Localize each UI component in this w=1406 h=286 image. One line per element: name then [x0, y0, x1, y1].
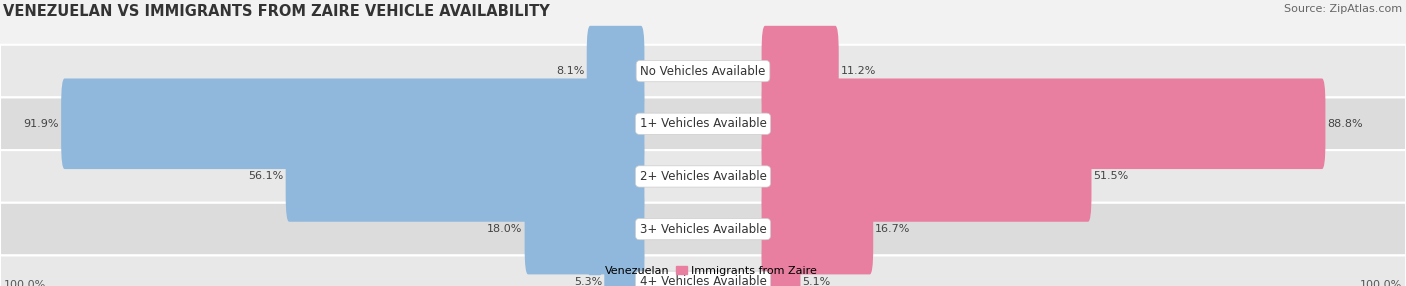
Text: 16.7%: 16.7%: [876, 224, 911, 234]
FancyBboxPatch shape: [60, 78, 644, 169]
Text: No Vehicles Available: No Vehicles Available: [640, 65, 766, 78]
Text: 8.1%: 8.1%: [557, 66, 585, 76]
Text: 88.8%: 88.8%: [1327, 119, 1362, 129]
Text: 100.0%: 100.0%: [1360, 280, 1403, 286]
FancyBboxPatch shape: [285, 131, 644, 222]
FancyBboxPatch shape: [0, 203, 1406, 255]
Text: 3+ Vehicles Available: 3+ Vehicles Available: [640, 223, 766, 236]
FancyBboxPatch shape: [0, 150, 1406, 203]
Text: 18.0%: 18.0%: [488, 224, 523, 234]
FancyBboxPatch shape: [762, 131, 1091, 222]
Text: Source: ZipAtlas.com: Source: ZipAtlas.com: [1285, 4, 1403, 14]
Text: 91.9%: 91.9%: [24, 119, 59, 129]
FancyBboxPatch shape: [762, 237, 800, 286]
Text: 2+ Vehicles Available: 2+ Vehicles Available: [640, 170, 766, 183]
Text: 100.0%: 100.0%: [3, 280, 46, 286]
Legend: Venezuelan, Immigrants from Zaire: Venezuelan, Immigrants from Zaire: [585, 261, 821, 281]
Text: 4+ Vehicles Available: 4+ Vehicles Available: [640, 275, 766, 286]
Text: 51.5%: 51.5%: [1094, 171, 1129, 181]
FancyBboxPatch shape: [586, 26, 644, 116]
Text: 1+ Vehicles Available: 1+ Vehicles Available: [640, 117, 766, 130]
FancyBboxPatch shape: [762, 26, 839, 116]
Text: 5.3%: 5.3%: [574, 277, 602, 286]
FancyBboxPatch shape: [762, 78, 1326, 169]
Text: 5.1%: 5.1%: [803, 277, 831, 286]
Text: 11.2%: 11.2%: [841, 66, 876, 76]
FancyBboxPatch shape: [0, 98, 1406, 150]
FancyBboxPatch shape: [0, 255, 1406, 286]
FancyBboxPatch shape: [0, 45, 1406, 98]
FancyBboxPatch shape: [524, 184, 644, 274]
Text: VENEZUELAN VS IMMIGRANTS FROM ZAIRE VEHICLE AVAILABILITY: VENEZUELAN VS IMMIGRANTS FROM ZAIRE VEHI…: [3, 4, 550, 19]
FancyBboxPatch shape: [762, 184, 873, 274]
FancyBboxPatch shape: [605, 237, 644, 286]
Text: 56.1%: 56.1%: [249, 171, 284, 181]
